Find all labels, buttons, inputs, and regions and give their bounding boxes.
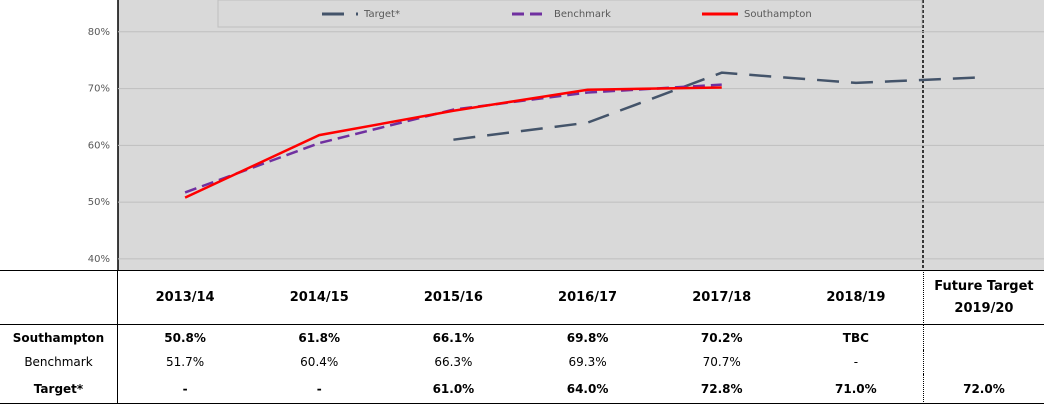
legend-label: Southampton [744,9,812,20]
chart: 40% 50% 60% 70% 80% Target* Benchmark Southampt… [88,0,1044,270]
row-label: Benchmark [0,350,118,374]
table-cell [0,270,118,325]
column-header: 2018/19 [788,270,923,325]
legend-box [217,0,923,28]
column-header: 2017/18 [654,270,789,325]
table-cell: - [853,355,859,369]
table-cell: 66.3% [434,355,473,369]
column-header: 2015/16 [386,270,521,325]
table-cell: 61.0% [386,374,521,404]
plot-background [118,0,1044,270]
y-tick-label: 60% [88,140,110,151]
legend-label: Target* [363,9,400,20]
y-tick-label: 50% [88,197,110,208]
data-table: 2013/14 2014/15 2015/16 2016/17 2017/18 2018/… [0,270,1044,404]
table-cell: 70.2% [700,330,743,345]
table-cell: 72.0% [922,374,1044,404]
table-cell: 50.8% [164,330,206,345]
column-header: 2013/14 [118,270,253,325]
table-cell: 69.3% [568,355,607,369]
table-cell: 66.1% [432,330,475,345]
table-cell: TBC [842,330,869,345]
column-header: 2016/17 [520,270,655,325]
column-header: Future Target 2019/20 [922,270,1044,325]
table-cell: 51.7% [166,355,205,369]
table-cell: - [252,374,387,404]
y-tick-label: 80% [88,27,110,38]
table-cell: 71.0% [788,374,923,404]
series-line [184,86,722,199]
y-tick-label: 70% [88,84,110,95]
legend-label: Benchmark [554,9,611,20]
series-line [453,71,984,141]
row-label: Southampton [0,325,118,350]
table-cell: 64.0% [520,374,655,404]
table-cell [922,325,1044,350]
column-header: 2014/15 [252,270,387,325]
table-cell: 61.8% [298,330,341,345]
table-cell: 60.4% [300,355,339,369]
table-cell: 72.8% [654,374,789,404]
table-cell: - [118,374,253,404]
row-label: Target* [0,374,118,404]
table-cell [922,350,1044,374]
y-tick-label: 40% [88,254,110,265]
table-cell: 70.7% [702,355,741,369]
table-cell: 69.8% [566,330,609,345]
